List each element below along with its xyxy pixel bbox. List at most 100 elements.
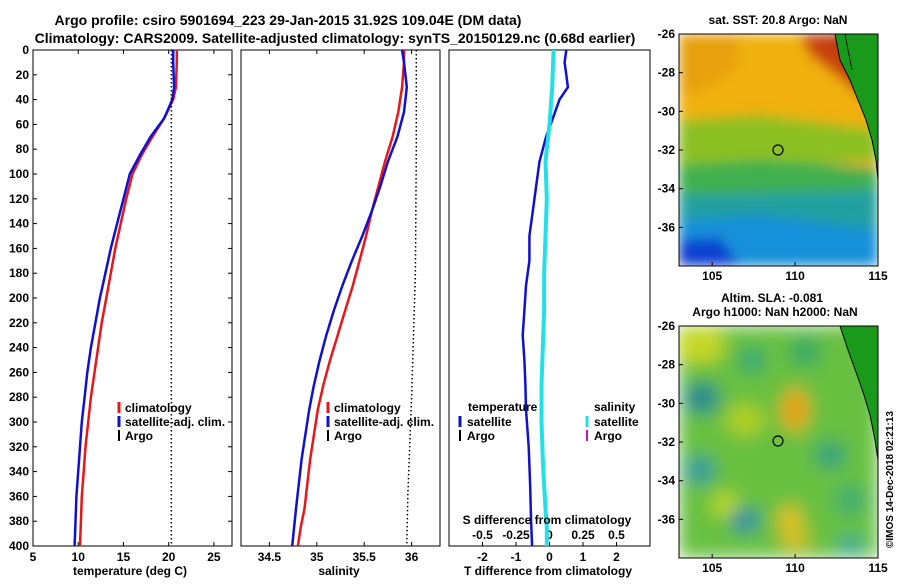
figure-title-line1: Argo profile: csiro 5901694_223 29-Jan-2… [55,12,522,28]
sst-map-ticks: 105 110 115 -26 -28 -30 -32 -34 -36 [658,27,888,283]
s-tick-label: 0.5 [608,528,625,542]
map-y-tick-label: -36 [658,220,676,234]
y-tick-label: 0 [22,43,29,57]
y-tick-label: 140 [9,217,29,231]
sst-map-title: sat. SST: 20.8 Argo: NaN [709,13,848,27]
difference-series [521,50,570,546]
credit-text: ©IMOS 14-Dec-2018 02:21:13 [885,411,896,548]
y-tick-label: 120 [9,192,29,206]
x-tick-label: 10 [72,550,86,564]
temperature-legend: climatology satellite-adj. clim. Argo [117,401,225,443]
y-tick-label: 380 [9,514,29,528]
series-argo [406,50,418,546]
legend-label-s-satellite: satellite [594,415,639,429]
map-y-tick-label: -32 [658,143,676,157]
y-tick-label: 100 [9,167,29,181]
sla-argo-marker [772,435,784,447]
temperature-x-ticks: 5 10 15 20 25 [30,50,221,564]
temperature-axes-frame [32,49,233,547]
salinity-x-ticks: 34.5 35 35.5 36 [258,50,419,564]
salinity-panel: 34.5 35 35.5 36 salinity climatology satell… [240,49,441,578]
map-y-tick-label: -28 [658,358,676,372]
y-tick-label: 340 [9,465,29,479]
map-x-tick-label: 115 [868,561,888,575]
legend-label-argo: Argo [334,429,362,443]
legend-label-satellite-adj: satellite-adj. clim. [125,415,225,429]
x-tick-label: 1 [580,550,587,564]
map-x-tick-label: 110 [785,269,805,283]
y-tick-label: 40 [16,93,30,107]
legend-title-temperature: temperature [468,400,538,414]
x-tick-label: 20 [162,550,176,564]
legend-label-t-satellite: satellite [467,415,512,429]
x-tick-label: 15 [117,550,131,564]
sla-field [679,326,878,558]
temperature-x-label: temperature (deg C) [73,564,187,578]
sla-map-title-2: Argo h1000: NaN h2000: NaN [692,305,857,319]
x-tick-label: 36 [405,550,419,564]
map-x-tick-label: 110 [785,561,805,575]
map-y-tick-label: -26 [658,319,676,333]
temperature-series [73,50,179,546]
y-tick-label: 280 [9,390,29,404]
x-tick-label: 35 [310,550,324,564]
legend-title-salinity: salinity [594,400,636,414]
difference-panel: -2 -1 0 1 2 -0.5 -0.25 0 0.25 0.5 S difference fr… [448,49,651,578]
sla-map-title-1: Altim. SLA: -0.081 [721,291,823,305]
difference-legend-salinity: salinity satellite Argo [585,400,639,443]
x-tick-label: 0 [546,550,553,564]
s-tick-label: 0 [546,528,553,542]
x-tick-label: 25 [207,550,221,564]
series-satellite-adj-clim- [290,50,409,546]
map-y-tick-label: -28 [658,66,676,80]
legend-label-climatology: climatology [125,401,192,415]
x-tick-label: 34.5 [258,550,282,564]
y-tick-label: 180 [9,266,29,280]
y-tick-label: 360 [9,489,29,503]
series-s-satellite [539,50,556,546]
y-tick-label: 160 [9,241,29,255]
sla-map-image [679,326,878,558]
x-tick-label: 35.5 [353,550,377,564]
y-tick-label: 400 [9,539,29,553]
difference-legend-temperature: temperature satellite Argo [458,400,538,443]
map-y-tick-label: -34 [658,474,676,488]
difference-x-ticks: -2 -1 0 1 2 -0.5 -0.25 0 0.25 0.5 [472,528,625,564]
s-tick-label: 0.25 [571,528,595,542]
sst-argo-marker [772,144,784,156]
map-y-tick-label: -34 [658,182,676,196]
sst-map-panel: sat. SST: 20.8 Argo: NaN 105 110 115 -26 -28… [658,13,888,283]
legend-label-t-argo: Argo [467,429,495,443]
legend-label-satellite-adj: satellite-adj. clim. [334,415,434,429]
salinity-x-label: salinity [318,564,360,578]
y-tick-label: 60 [16,117,30,131]
y-tick-label: 240 [9,341,29,355]
y-tick-label: 300 [9,415,29,429]
x-tick-label: -1 [511,550,522,564]
legend-label-climatology: climatology [334,401,401,415]
salinity-legend: climatology satellite-adj. clim. Argo [326,401,434,443]
map-x-tick-label: 105 [702,561,722,575]
map-y-tick-label: -36 [658,512,676,526]
temperature-y-ticks: 0 20 40 60 80 100 120 140 160 180 200 220 240 260 280 3… [9,43,232,553]
salinity-axes-frame [240,49,441,547]
legend-label-argo: Argo [125,429,153,443]
series-t-satellite [521,50,570,546]
s-tick-label: -0.5 [472,528,493,542]
y-tick-label: 260 [9,365,29,379]
y-tick-label: 20 [16,68,30,82]
y-tick-label: 80 [16,142,30,156]
x-tick-label: -2 [477,550,488,564]
s-tick-label: -0.25 [502,528,530,542]
map-y-tick-label: -32 [658,435,676,449]
x-tick-label: 5 [30,550,37,564]
series-climatology [296,50,406,546]
y-tick-label: 320 [9,440,29,454]
temperature-panel: 0 20 40 60 80 100 120 140 160 180 200 220 240 260 280 3… [9,43,233,578]
figure-title-line2: Climatology: CARS2009. Satellite-adjuste… [35,30,636,46]
series-satellite-adj-clim- [73,50,176,546]
sla-map-panel: Altim. SLA: -0.081 Argo h1000: NaN h2000… [658,291,888,575]
sla-map-ticks: 105 110 115 -26 -28 -30 -32 -34 -36 [658,319,888,575]
map-y-tick-label: -30 [658,396,676,410]
